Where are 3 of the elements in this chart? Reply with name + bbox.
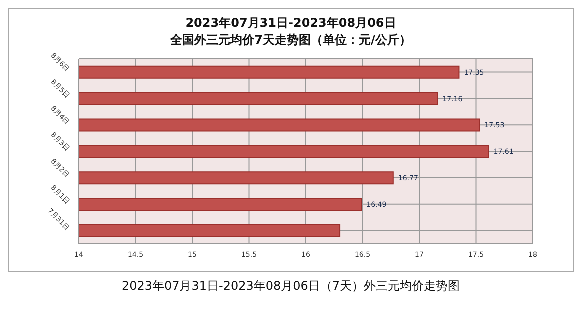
chart-title: 2023年07月31日-2023年08月06日 [184,15,398,32]
text: 2023年07月31日-2023年08月06日（7天）外三元均价走势图 [120,278,462,295]
chart-subtitle: 全国外三元均价7天走势图（单位：元/公斤） [170,32,412,49]
